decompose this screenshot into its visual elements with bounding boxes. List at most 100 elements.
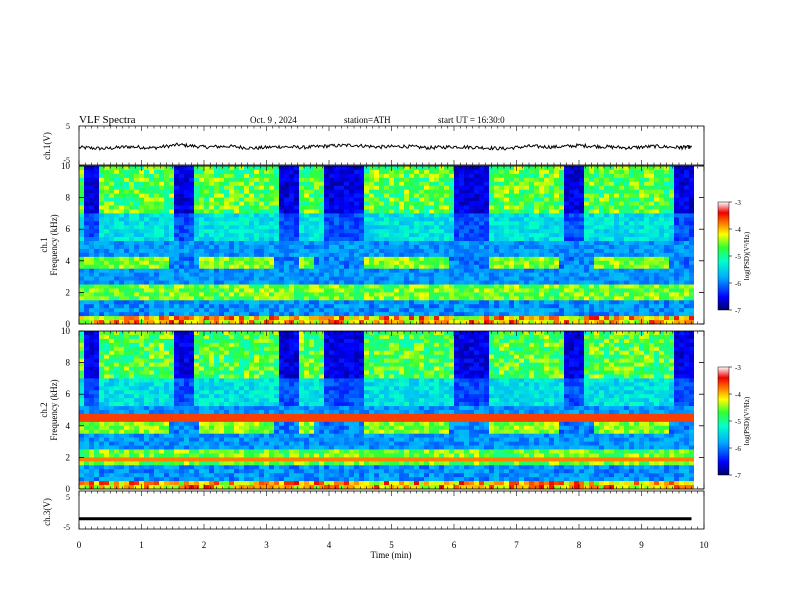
spectrogram-cell: [154, 197, 160, 202]
spectrogram-cell: [344, 209, 350, 214]
spectrogram-cell: [469, 245, 475, 250]
spectrogram-cell: [649, 308, 655, 313]
spectrogram-cell: [629, 237, 635, 242]
spectrogram-cell: [484, 221, 490, 226]
spectrogram-cell: [144, 217, 150, 222]
spectrogram-cell: [454, 166, 460, 171]
spectrogram-cell: [459, 308, 465, 313]
spectrogram-cell: [99, 272, 105, 277]
spectrogram-cell: [634, 166, 640, 171]
spectrogram-cell: [679, 209, 685, 214]
spectrogram-cell: [564, 316, 570, 321]
spectrogram-cell: [419, 300, 425, 305]
spectrogram-cell: [574, 268, 580, 273]
spectrogram-cell: [334, 166, 340, 171]
spectrogram-cell: [594, 177, 600, 183]
spectrogram-cell: [194, 272, 200, 277]
spectrogram-cell: [209, 272, 215, 277]
spectrogram-cell: [214, 221, 220, 226]
spectrogram-cell: [474, 316, 480, 321]
spectrogram-cell: [559, 308, 565, 313]
spectrogram-cell: [549, 205, 555, 210]
spectrogram-cell: [614, 288, 620, 293]
spectrogram-cell: [514, 245, 520, 250]
spectrogram-cell: [174, 292, 180, 297]
spectrogram-cell: [649, 229, 655, 234]
spectrogram-cell: [514, 185, 520, 190]
spectrogram-cell: [124, 304, 130, 309]
spectrogram-cell: [234, 280, 240, 285]
spectrogram-cell: [694, 221, 700, 226]
spectrogram-cell: [279, 276, 285, 281]
spectrogram-cell: [499, 237, 505, 242]
spectrogram-cell: [634, 169, 640, 175]
spectrogram-cell: [459, 268, 465, 273]
spectrogram-cell: [284, 308, 290, 313]
spectrogram-cell: [384, 229, 390, 234]
spectrogram-cell: [209, 229, 215, 234]
spectrogram-cell: [504, 166, 510, 171]
spectrogram-cell: [629, 268, 635, 273]
spectrogram-cell: [544, 233, 550, 238]
spectrogram-cell: [474, 256, 480, 262]
spectrogram-cell: [429, 248, 435, 254]
spectrogram-cell: [674, 260, 680, 266]
spectrogram-cell: [514, 288, 520, 293]
spectrogram-cell: [469, 177, 475, 183]
spectrogram-cell: [344, 284, 350, 289]
spectrogram-cell: [409, 241, 415, 246]
spectrogram-cell: [364, 292, 370, 297]
spectrogram-cell: [329, 237, 335, 242]
spectrogram-cell: [379, 284, 385, 289]
spectrogram-cell: [689, 193, 695, 198]
spectrogram-cell: [589, 268, 595, 273]
spectrogram-cell: [614, 205, 620, 210]
spectrogram-cell: [304, 177, 310, 183]
spectrogram-cell: [374, 308, 380, 313]
spectrogram-cell: [159, 233, 165, 238]
spectrogram-cell: [559, 280, 565, 285]
spectrogram-cell: [324, 173, 330, 179]
spectrogram-cell: [669, 245, 675, 250]
spectrogram-cell: [309, 205, 315, 210]
spectrogram-cell: [444, 181, 450, 187]
spectrogram-cell: [439, 260, 445, 266]
spectrogram-cell: [364, 276, 370, 281]
spectrogram-cell: [94, 264, 100, 269]
spectrogram-cell: [269, 248, 275, 254]
spectrogram-cell: [299, 312, 305, 317]
spectrogram-cell: [129, 241, 135, 246]
spectrogram-cell: [484, 292, 490, 297]
spectrogram-cell: [514, 312, 520, 317]
spectrogram-cell: [409, 225, 415, 230]
spectrogram-cell: [454, 173, 460, 179]
spectrogram-cell: [619, 173, 625, 179]
spectrogram-cell: [579, 245, 585, 250]
spectrogram-cell: [124, 300, 130, 305]
spectrogram-cell: [429, 229, 435, 234]
spectrogram-cell: [369, 181, 375, 187]
spectrogram-cell: [139, 197, 145, 202]
spectrogram-cell: [319, 209, 325, 214]
spectrogram-cell: [404, 296, 410, 301]
spectrogram-cell: [674, 189, 680, 194]
spectrogram-cell: [414, 300, 420, 305]
spectrogram-cell: [184, 276, 190, 281]
spectrogram-cell: [464, 245, 470, 250]
spectrogram-cell: [644, 300, 650, 305]
spectrogram-cell: [384, 173, 390, 179]
spectrogram-cell: [319, 197, 325, 202]
spectrogram-cell: [649, 316, 655, 321]
spectrogram-cell: [434, 233, 440, 238]
spectrogram-cell: [409, 300, 415, 305]
spectrogram-cell: [434, 264, 440, 269]
spectrogram-cell: [524, 316, 530, 321]
spectrogram-cell: [489, 292, 495, 297]
spectrogram-cell: [279, 209, 285, 214]
spectrogram-cell: [219, 320, 225, 325]
spectrogram-cell: [424, 173, 430, 179]
spectrogram-cell: [109, 166, 115, 171]
spectrogram-cell: [184, 181, 190, 187]
spectrogram-cell: [589, 256, 595, 262]
spectrogram-cell: [164, 229, 170, 234]
